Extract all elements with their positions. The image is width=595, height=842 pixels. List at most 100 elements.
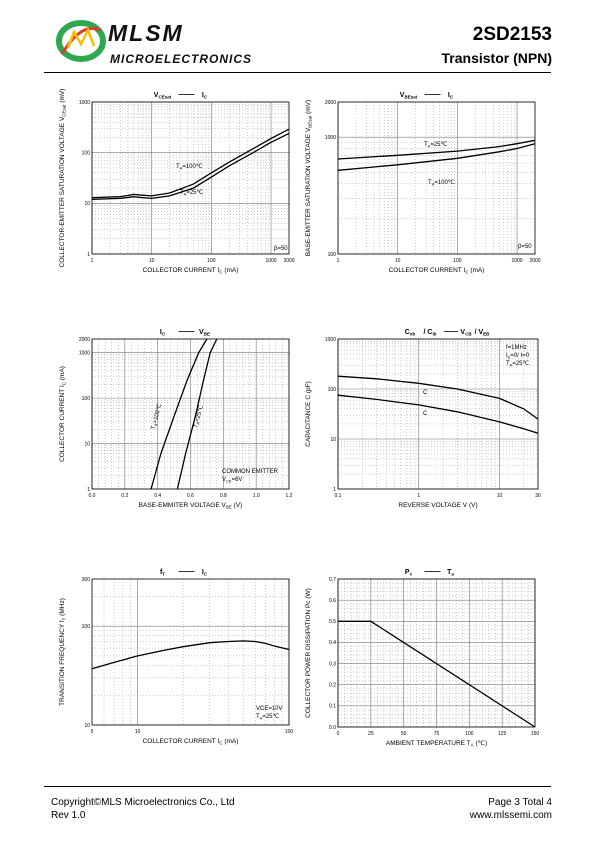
x-tick-label: 150 [531,731,540,737]
chart-title: IC VBE [160,329,210,337]
y-tick-label: 10 [84,441,90,447]
part-number: 2SD2153 [472,24,552,45]
x-axis-label: COLLECTOR CURRENT IC (mA) [143,738,239,746]
x-tick-label: 1 [337,258,340,264]
annotation: TA=25℃ [256,714,280,720]
annotation: C [423,390,428,396]
annotation: β=50 [274,246,288,252]
y-tick-label: 1 [87,252,90,258]
annotation: TA=100℃ [428,180,455,186]
y-tick-label: 1000 [79,100,90,106]
y-tick-label: 0.1 [329,704,336,710]
title-right: Ta [447,569,454,577]
series-line [337,139,536,160]
y-tick-label: 100 [328,387,337,393]
title-right: IC [202,92,208,100]
y-axis-label: TRANSITION FREQUENCY fT (MHz) [59,598,67,706]
annotation: β=50 [518,244,532,250]
series-line [337,375,539,420]
x-tick-label: 50 [401,731,407,737]
plot-area [91,338,290,490]
axis-frame [91,101,290,255]
y-tick-label: 0.3 [329,661,336,667]
x-tick-label: 100 [453,258,462,264]
x-axis-label: AMBIENT TEMPERATURE TA (℃) [386,740,487,748]
annotation: TA=25℃ [180,190,204,196]
y-tick-label: 2000 [325,100,336,106]
x-tick-label: 1 [91,258,94,264]
plot-area [337,101,536,255]
y-tick-label: 1 [333,487,336,493]
y-axis-label: COLLECTOR-EMITTER SATURATION VOLTAGE VCE… [59,89,67,268]
plot-area [91,101,290,255]
y-tick-label: 10 [84,723,90,729]
chart-title: VCEsat IC [154,92,208,100]
x-tick-label: 1000 [265,258,276,264]
y-tick-label: 0.5 [329,619,336,625]
title-left: Cob [405,329,416,337]
x-tick-label: 25 [368,731,374,737]
series-line [337,394,539,434]
chart-vcesat-vs-ic: 1 10 100 1000 2000 1 10 100 1000 VCEsat IC COLLECTO… [59,89,295,275]
footer-revision: Rev 1.0 [51,810,86,821]
x-tick-label: 100 [465,731,474,737]
annotation: COMMON EMITTER [222,469,279,475]
chart-title: VBEsat IC [400,92,454,100]
series-line [150,338,208,490]
chart-title: fT IC [160,569,208,577]
y-tick-label: 100 [82,396,91,402]
annotation: TA=25℃ [506,361,530,367]
y-tick-label: 1000 [325,135,336,141]
y-tick-label: 0.7 [329,577,336,583]
axis-frame [91,338,290,490]
annotation: C [423,411,428,417]
plot-area [91,578,290,726]
y-tick-label: 2000 [79,337,90,343]
axis-frame [337,101,536,255]
series-line [337,143,536,171]
x-tick-label: 0.2 [121,493,128,499]
annotation: TA=100℃ [176,164,203,170]
brand-subtitle: MICROELECTRONICS [110,52,252,66]
y-tick-label: 0.4 [329,640,336,646]
x-tick-label: 1.2 [286,493,293,499]
title-left: IC [160,329,166,337]
y-tick-label: 10 [330,437,336,443]
header-rule [44,72,551,73]
title-mid: / Cib [424,329,437,337]
x-tick-label: 0.4 [154,493,161,499]
y-tick-label: 0.2 [329,683,336,689]
footer-copyright: Copyright©MLS Microelectronics Co., Ltd [51,797,235,808]
x-tick-label: 1000 [511,258,522,264]
series-line [91,128,290,199]
series-line [91,132,290,200]
x-tick-label: 10 [497,493,503,499]
title-right: IC [202,569,208,577]
x-tick-label: 0.0 [89,493,96,499]
title-right2: / VEB [475,329,491,337]
annotation: IE=0/ I=0 [506,353,530,359]
series-line [338,620,536,728]
x-tick-label: 1.0 [253,493,260,499]
footer-page: Page 3 Total 4 [488,797,552,808]
x-tick-label: 0 [337,731,340,737]
chart-pc-vs-ta: 0 25 50 75 100 125 150 0.0 0.1 0.2 0.3 0.4 0.5 0.6 0.7… [305,569,540,748]
plot-area [337,578,536,728]
series-line [91,640,290,670]
y-tick-label: 100 [82,150,91,156]
brand-name: MLSM [108,20,184,46]
x-axis-label: REVERSE VOLTAGE V (V) [398,502,477,509]
axis-frame [91,578,290,726]
y-tick-label: 300 [82,577,91,583]
company-logo [56,20,106,62]
x-tick-label: 2000 [283,258,294,264]
x-tick-label: 5 [91,729,94,735]
annotation: TA=25℃ [424,142,448,148]
x-tick-label: 125 [498,731,507,737]
x-tick-label: 100 [285,729,294,735]
y-axis-label: BASE-EMITTER SATURATION VOLTAGE VBEsat (… [305,100,313,256]
annotation: VCE=10V [256,706,283,712]
chart-vbesat-vs-ic: 1 10 100 1000 2000 100 1000 2000 VBEsat IC COLLECT… [305,92,541,275]
y-axis-label: COLLECTOR POWER DISSIPATION Pc (W) [305,588,312,718]
